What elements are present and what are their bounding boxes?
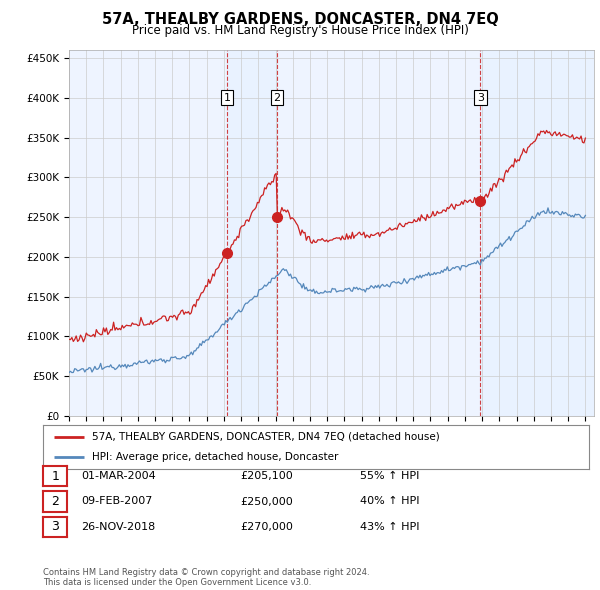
Text: HPI: Average price, detached house, Doncaster: HPI: Average price, detached house, Donc… <box>92 452 339 462</box>
Text: 09-FEB-2007: 09-FEB-2007 <box>81 497 152 506</box>
Bar <box>227 50 277 416</box>
Text: 43% ↑ HPI: 43% ↑ HPI <box>360 522 419 532</box>
Text: 2: 2 <box>51 495 59 508</box>
Text: Contains HM Land Registry data © Crown copyright and database right 2024.
This d: Contains HM Land Registry data © Crown c… <box>43 568 370 587</box>
Text: 40% ↑ HPI: 40% ↑ HPI <box>360 497 419 506</box>
Text: 01-MAR-2004: 01-MAR-2004 <box>81 471 156 481</box>
Text: £205,100: £205,100 <box>240 471 293 481</box>
Text: 55% ↑ HPI: 55% ↑ HPI <box>360 471 419 481</box>
Bar <box>481 50 594 416</box>
Text: £250,000: £250,000 <box>240 497 293 506</box>
Text: Price paid vs. HM Land Registry's House Price Index (HPI): Price paid vs. HM Land Registry's House … <box>131 24 469 37</box>
Text: 57A, THEALBY GARDENS, DONCASTER, DN4 7EQ (detached house): 57A, THEALBY GARDENS, DONCASTER, DN4 7EQ… <box>92 432 440 442</box>
Text: 2: 2 <box>274 93 281 103</box>
Text: 3: 3 <box>477 93 484 103</box>
Text: 1: 1 <box>223 93 230 103</box>
Text: 3: 3 <box>51 520 59 533</box>
Text: 57A, THEALBY GARDENS, DONCASTER, DN4 7EQ: 57A, THEALBY GARDENS, DONCASTER, DN4 7EQ <box>101 12 499 27</box>
Text: 1: 1 <box>51 470 59 483</box>
Text: £270,000: £270,000 <box>240 522 293 532</box>
Text: 26-NOV-2018: 26-NOV-2018 <box>81 522 155 532</box>
